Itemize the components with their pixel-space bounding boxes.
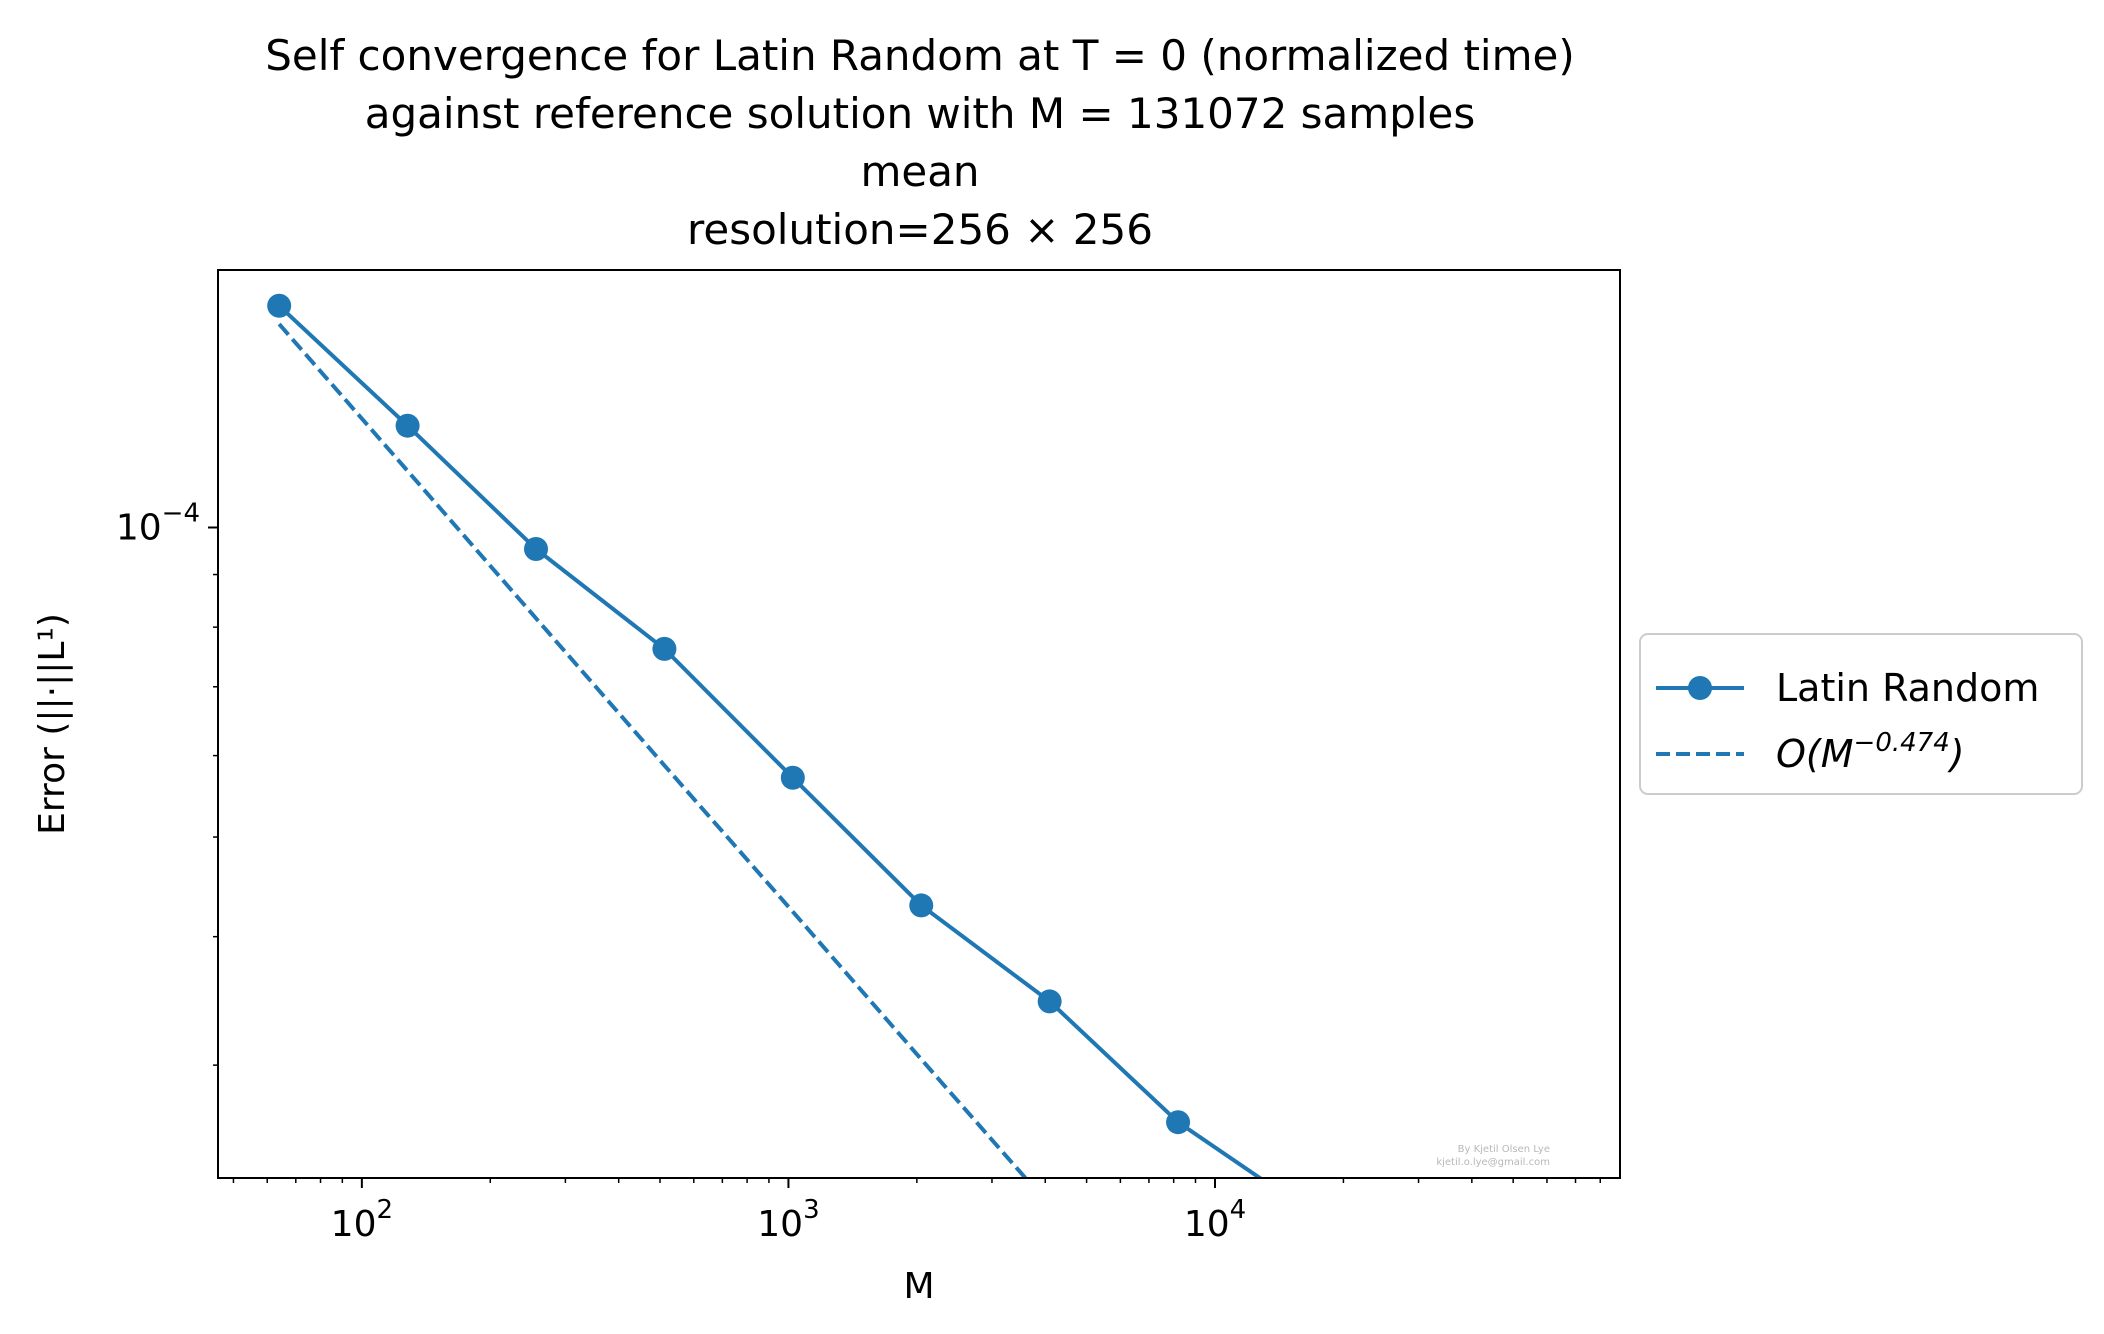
data-point — [909, 893, 934, 918]
data-point — [1294, 1198, 1318, 1222]
y-tick-base: 10 — [116, 507, 162, 548]
data-point — [1037, 989, 1062, 1014]
x-tick-label: 103 — [757, 1195, 819, 1245]
data-point — [267, 293, 292, 318]
data-point — [780, 765, 805, 790]
legend-label-fit: O(M−0.474) — [1776, 728, 1965, 776]
y-tick-exp: −4 — [162, 498, 200, 528]
x-tick-exp: 2 — [376, 1195, 393, 1225]
x-tick-base: 10 — [1184, 1204, 1230, 1245]
data-point — [524, 536, 549, 561]
x-tick-exp: 4 — [1230, 1195, 1247, 1225]
legend-fit-tail: ) — [1947, 732, 1965, 776]
x-axis-label: M — [903, 1266, 934, 1307]
series-line-0 — [277, 304, 1264, 1178]
legend-fit-exp: −0.474 — [1854, 728, 1950, 758]
data-point — [652, 636, 677, 661]
x-tick-exp: 3 — [803, 1195, 820, 1225]
legend-label-latin-random: Latin Random — [1776, 666, 2039, 710]
title-line-4: resolution=256 × 256 — [687, 205, 1153, 254]
watermark: By Kjetil Olsen Lye kjetil.o.lye@gmail.c… — [1436, 1144, 1550, 1168]
plot-area — [267, 293, 1447, 1331]
x-tick-label: 104 — [1184, 1195, 1246, 1245]
data-point — [1423, 1307, 1447, 1331]
legend: Latin Random O(M−0.474) — [1639, 633, 2083, 795]
legend-fit-base: O(M — [1776, 732, 1854, 776]
watermark-line-2: kjetil.o.lye@gmail.com — [1436, 1157, 1550, 1168]
data-point — [395, 413, 420, 438]
legend-box — [1639, 633, 2083, 795]
title-line-3: mean — [860, 147, 979, 196]
data-point — [1166, 1110, 1191, 1135]
title-line-2: against reference solution with M = 1310… — [365, 89, 1476, 138]
series-line-1 — [277, 322, 1029, 1178]
x-tick-label: 102 — [331, 1195, 393, 1245]
y-axis-label: Error (||·||L¹) — [32, 613, 73, 835]
axes-frame — [217, 269, 1621, 1179]
legend-marker-latin-random — [1688, 676, 1712, 700]
x-tick-base: 10 — [757, 1204, 803, 1245]
x-tick-base: 10 — [331, 1204, 377, 1245]
watermark-line-1: By Kjetil Olsen Lye — [1458, 1144, 1550, 1155]
title-line-1: Self convergence for Latin Random at T =… — [265, 31, 1575, 80]
y-tick-label: 10−4 — [116, 498, 200, 548]
chart-title: Self convergence for Latin Random at T =… — [265, 31, 1575, 254]
